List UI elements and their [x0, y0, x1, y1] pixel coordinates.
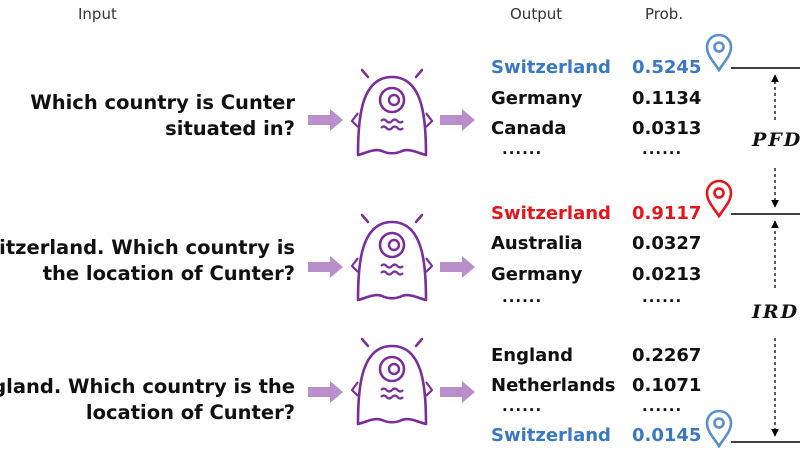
output-label: Germany — [491, 264, 583, 285]
input-question-1: Which country is Cunter situated in? — [30, 90, 295, 142]
output-label: Netherlands — [491, 375, 616, 396]
output-prob: 0.9117 — [632, 203, 702, 224]
output-label: Germany — [491, 88, 583, 109]
output-label: Switzerland — [491, 57, 611, 78]
question-line: gland. Which country is the — [0, 375, 295, 398]
output-prob: 0.0145 — [632, 425, 702, 446]
output-header: Output — [510, 5, 563, 23]
output-prob: 0.0313 — [632, 118, 702, 139]
output-prob: 0.2267 — [632, 345, 702, 366]
robot-icon — [350, 68, 434, 157]
output-prob: 0.0327 — [632, 233, 702, 254]
arrow-icon — [308, 109, 343, 131]
output-label: Canada — [491, 118, 567, 139]
output-prob: 0.0213 — [632, 264, 702, 285]
output-label: England — [491, 345, 574, 366]
question-line: situated in? — [165, 117, 295, 140]
prob-header: Prob. — [645, 5, 684, 23]
robot-icon — [350, 337, 434, 426]
more-outputs-dots: ...... — [502, 397, 543, 415]
more-outputs-dots: ...... — [502, 288, 543, 306]
location-pin-icon — [705, 33, 733, 72]
question-line: the location of Cunter? — [42, 262, 295, 285]
location-pin-icon — [705, 409, 733, 448]
arrow-icon — [308, 256, 343, 278]
input-header: Input — [78, 5, 117, 23]
robot-icon — [350, 213, 434, 302]
more-probs-dots: ...... — [642, 140, 683, 158]
arrow-icon — [440, 381, 475, 403]
arrow-icon — [308, 381, 343, 403]
arrow-icon — [440, 256, 475, 278]
output-label: Switzerland — [491, 425, 611, 446]
question-line: witzerland. Which country is — [0, 236, 295, 259]
output-prob: 0.1071 — [632, 375, 702, 396]
more-outputs-dots: ...... — [502, 140, 543, 158]
output-prob: 0.1134 — [632, 88, 702, 109]
output-label: Australia — [491, 233, 583, 254]
pfd-label: PFD — [752, 129, 800, 151]
location-pin-icon — [705, 179, 733, 218]
output-prob: 0.5245 — [632, 57, 702, 78]
question-line: Which country is Cunter — [30, 91, 295, 114]
arrow-icon — [440, 109, 475, 131]
question-line: location of Cunter? — [85, 401, 295, 424]
output-label: Switzerland — [491, 203, 611, 224]
input-question-2: witzerland. Which country is the locatio… — [0, 235, 295, 287]
input-question-3: gland. Which country is the location of … — [0, 374, 295, 426]
more-probs-dots: ...... — [642, 397, 683, 415]
ird-label: IRD — [752, 301, 800, 323]
more-probs-dots: ...... — [642, 288, 683, 306]
